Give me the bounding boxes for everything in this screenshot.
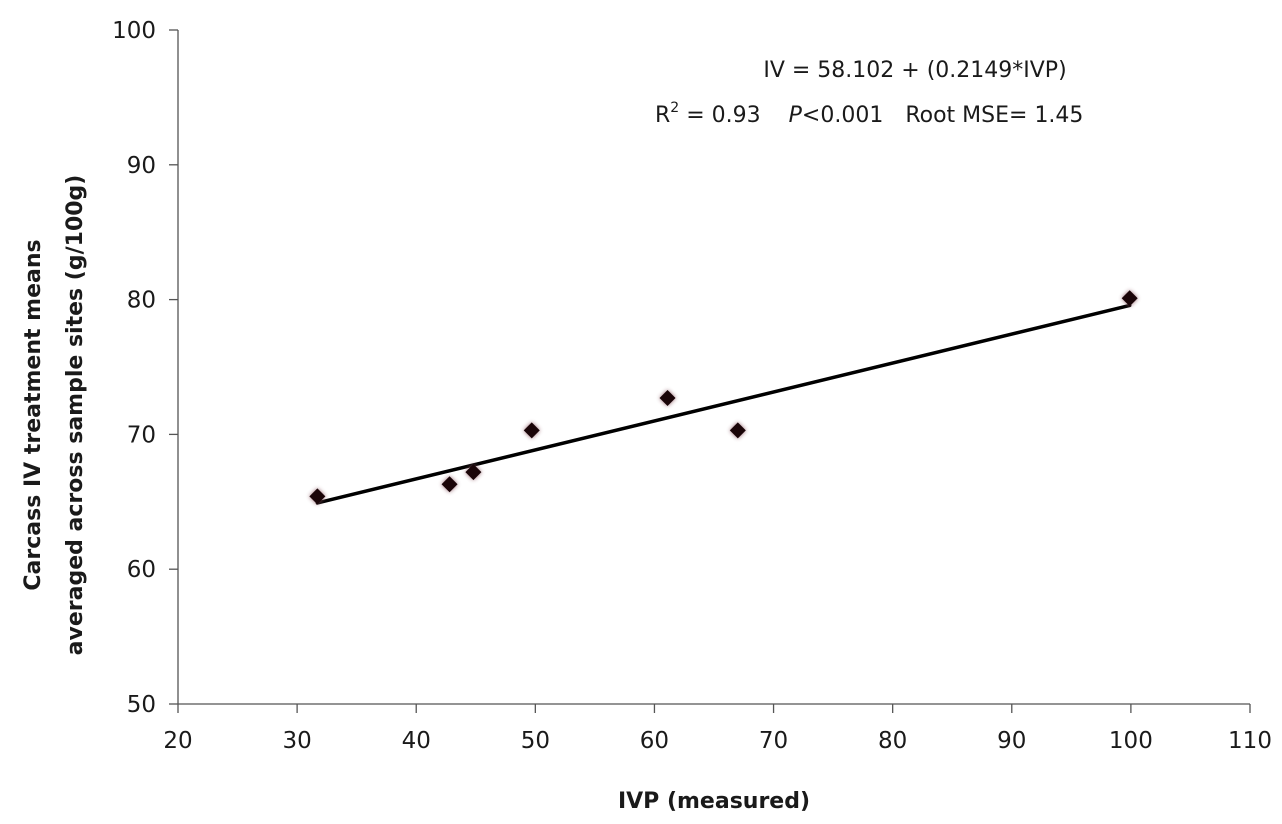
data-point-marker — [441, 476, 458, 493]
data-point — [729, 422, 746, 439]
x-tick-label: 60 — [640, 728, 669, 754]
x-tick-label: 50 — [521, 728, 550, 754]
y-tick-label: 100 — [112, 18, 156, 44]
data-point — [523, 422, 540, 439]
p-value: <0.001 — [802, 103, 883, 128]
data-point-marker — [465, 464, 482, 481]
x-tick-label: 20 — [163, 728, 192, 754]
x-tick-label: 30 — [282, 728, 311, 754]
y-tick-label: 80 — [127, 288, 156, 314]
data-point — [309, 488, 326, 505]
x-tick-label: 100 — [1109, 728, 1153, 754]
data-point — [465, 464, 482, 481]
y-axis-title-line-2: averaged across sample sites (g/100g) — [63, 175, 88, 656]
data-point — [1121, 290, 1138, 307]
r-squared-superscript: 2 — [670, 100, 679, 116]
y-axis-ticks: 50 60 70 80 90 100 — [112, 18, 178, 718]
x-tick-label: 40 — [402, 728, 431, 754]
regression-equation: IV = 58.102 + (0.2149*IVP) — [763, 58, 1066, 83]
data-point-marker — [659, 390, 676, 407]
r-squared-label: R — [655, 103, 670, 128]
regression-stats: R2 = 0.93 P<0.001 Root MSE= 1.45 — [655, 100, 1083, 128]
y-tick-label: 60 — [127, 557, 156, 583]
x-axis-title: IVP (measured) — [618, 789, 810, 814]
y-tick-label: 50 — [127, 692, 156, 718]
x-tick-label: 110 — [1228, 728, 1272, 754]
root-mse: Root MSE= 1.45 — [905, 103, 1083, 128]
data-point — [659, 390, 676, 407]
data-point-marker — [1121, 290, 1138, 307]
y-tick-label: 70 — [127, 422, 156, 448]
x-tick-label: 70 — [759, 728, 788, 754]
p-label: P — [789, 103, 803, 128]
x-tick-label: 80 — [878, 728, 907, 754]
r-squared-value: = 0.93 — [679, 103, 760, 128]
y-tick-label: 90 — [127, 153, 156, 179]
data-point-marker — [523, 422, 540, 439]
data-points — [309, 290, 1138, 505]
x-tick-label: 90 — [997, 728, 1026, 754]
y-axis-title-line-1: Carcass IV treatment means — [21, 239, 46, 590]
x-axis-ticks: 20 30 40 50 60 70 80 90 100 110 — [163, 704, 1272, 754]
data-point — [441, 476, 458, 493]
data-point-marker — [729, 422, 746, 439]
regression-line — [315, 303, 1132, 505]
data-point-marker — [309, 488, 326, 505]
